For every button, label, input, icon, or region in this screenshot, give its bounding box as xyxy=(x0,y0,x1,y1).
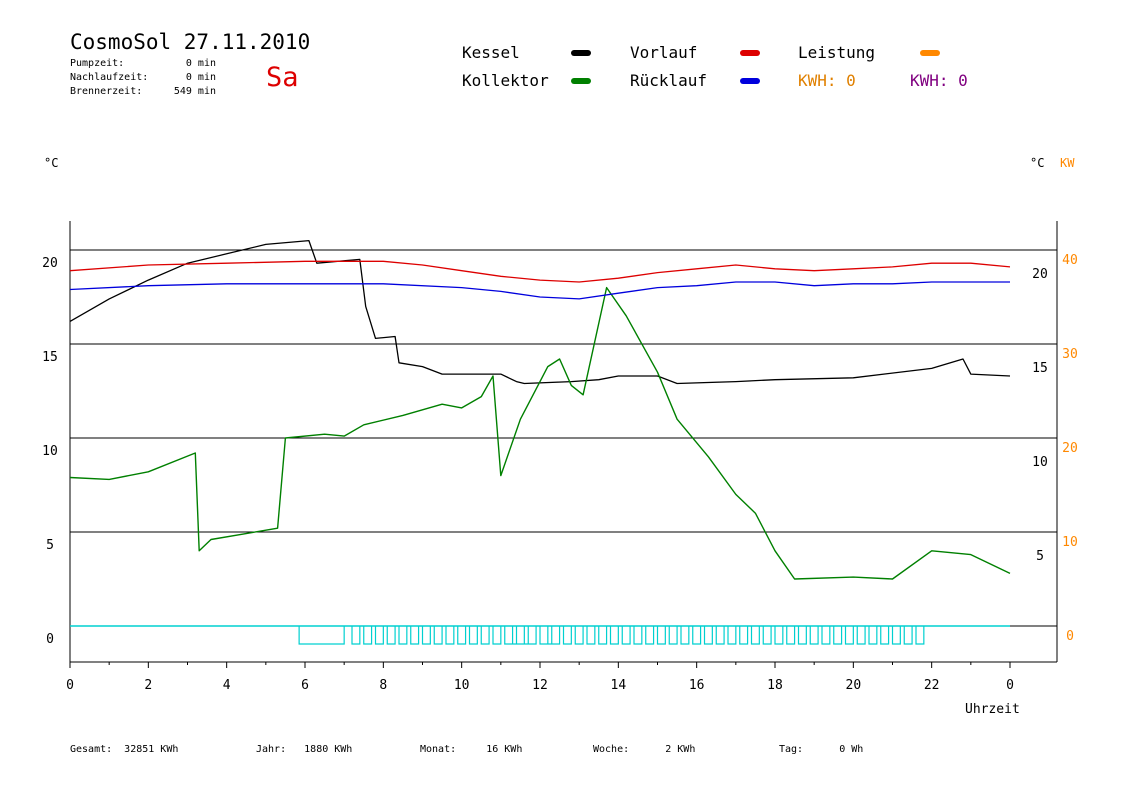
legend-kollektor-swatch xyxy=(571,78,591,84)
legend-kwh-leistung: KWH: 0 xyxy=(798,71,856,90)
x-tick-label: 14 xyxy=(611,678,627,693)
series-line-kollektor xyxy=(69,286,1011,580)
y-left-tick-label: 5 xyxy=(46,538,54,553)
right-axis-unit-kw: KW xyxy=(1060,156,1075,170)
y-left-tick-label: 10 xyxy=(42,444,58,459)
y-right-kw-tick-label: 30 xyxy=(1062,347,1078,362)
chart-title: CosmoSol 27.11.2010 xyxy=(70,30,311,54)
x-tick-label: 4 xyxy=(223,678,231,693)
x-axis-label: Uhrzeit xyxy=(965,702,1020,717)
x-tick-label: 16 xyxy=(689,678,705,693)
y-right-celsius-tick-label: 10 xyxy=(1032,455,1048,470)
legend-leistung-swatch xyxy=(920,50,940,56)
y-right-kw-tick-label: 0 xyxy=(1066,629,1074,644)
series-line-kessel xyxy=(69,239,1011,385)
x-tick-label: 6 xyxy=(301,678,309,693)
pumpzeit-value: 0 min xyxy=(185,58,216,69)
legend-kwh-second: KWH: 0 xyxy=(910,71,968,90)
y-left-tick-label: 0 xyxy=(46,632,54,647)
x-tick-label: 18 xyxy=(767,678,783,693)
y-right-kw-tick-label: 10 xyxy=(1062,535,1078,550)
legend-kessel-swatch xyxy=(571,50,591,56)
legend-kollektor-label: Kollektor xyxy=(462,71,549,90)
right-axis-unit-celsius: °C xyxy=(1030,156,1045,170)
y-right-celsius-tick-label: 20 xyxy=(1032,267,1048,282)
pumpzeit-label: Pumpzeit: xyxy=(70,58,125,69)
y-left-tick-label: 15 xyxy=(42,350,58,365)
y-right-celsius-tick-label: 5 xyxy=(1036,549,1044,564)
pump-pulses xyxy=(298,626,925,645)
footer-tag: Tag: 0 Wh xyxy=(779,744,864,755)
x-tick-label: 0 xyxy=(1006,678,1014,693)
series-line-ruecklauf xyxy=(69,281,1010,300)
y-right-kw-tick-label: 20 xyxy=(1062,441,1078,456)
footer-gesamt: Gesamt: 32851 KWh xyxy=(70,744,179,755)
legend-leistung-label: Leistung xyxy=(798,43,876,62)
legend-ruecklauf-swatch xyxy=(740,78,760,84)
brennerzeit-label: Brennerzeit: xyxy=(70,86,143,97)
weekday-label: Sa xyxy=(266,62,299,93)
left-axis-unit: °C xyxy=(44,156,59,170)
footer-woche: Woche: 2 KWh xyxy=(593,744,696,755)
x-tick-label: 10 xyxy=(454,678,470,693)
nachlaufzeit-value: 0 min xyxy=(185,72,216,83)
brennerzeit-value: 549 min xyxy=(173,86,216,97)
x-tick-label: 2 xyxy=(144,678,152,693)
x-tick-label: 0 xyxy=(66,678,74,693)
nachlaufzeit-label: Nachlaufzeit: xyxy=(70,72,149,83)
legend-kessel-label: Kessel xyxy=(462,43,520,62)
y-right-kw-tick-label: 40 xyxy=(1062,253,1078,268)
footer-monat: Monat: 16 KWh xyxy=(420,744,523,755)
legend-vorlauf-swatch xyxy=(740,50,760,56)
y-right-celsius-tick-label: 15 xyxy=(1032,361,1048,376)
legend-vorlauf-label: Vorlauf xyxy=(630,43,698,62)
y-left-tick-label: 20 xyxy=(42,256,58,271)
x-tick-label: 20 xyxy=(846,678,862,693)
legend-ruecklauf-label: Rücklauf xyxy=(630,71,708,90)
series-line-vorlauf xyxy=(69,260,1011,283)
footer-jahr: Jahr: 1880 KWh xyxy=(256,744,353,755)
x-tick-label: 8 xyxy=(379,678,387,693)
x-tick-label: 12 xyxy=(532,678,548,693)
x-tick-label: 22 xyxy=(924,678,940,693)
